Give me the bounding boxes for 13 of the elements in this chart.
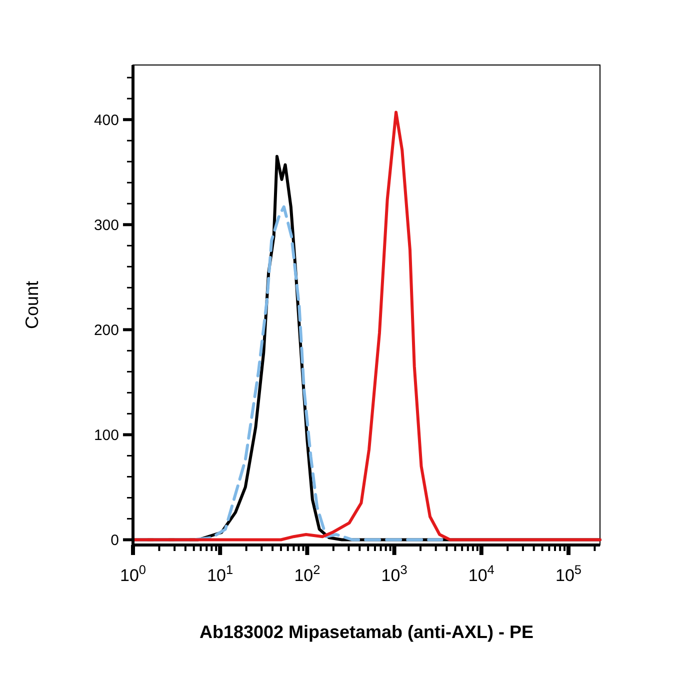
x-tick-label: 10$^{5}$: [555, 562, 582, 585]
y-tick-label: 400: [94, 112, 119, 129]
y-axis-title: Count: [22, 280, 42, 330]
x-tick-label: 10$^{4}$: [468, 562, 494, 585]
x-axis-title: Ab183002 Mipasetamab (anti-AXL) - PE: [199, 622, 534, 642]
y-tick-label: 200: [94, 322, 119, 339]
y-tick-label: 300: [94, 216, 119, 234]
y-tick-label: 0: [110, 532, 119, 549]
x-tick-label: 10$^{0}$: [120, 562, 146, 585]
y-tick-label: 100: [94, 426, 119, 444]
x-tick-label: 10$^{1}$: [207, 562, 234, 585]
x-tick-label: 10$^{2}$: [294, 562, 320, 585]
x-tick-label: 10$^{3}$: [381, 562, 408, 585]
